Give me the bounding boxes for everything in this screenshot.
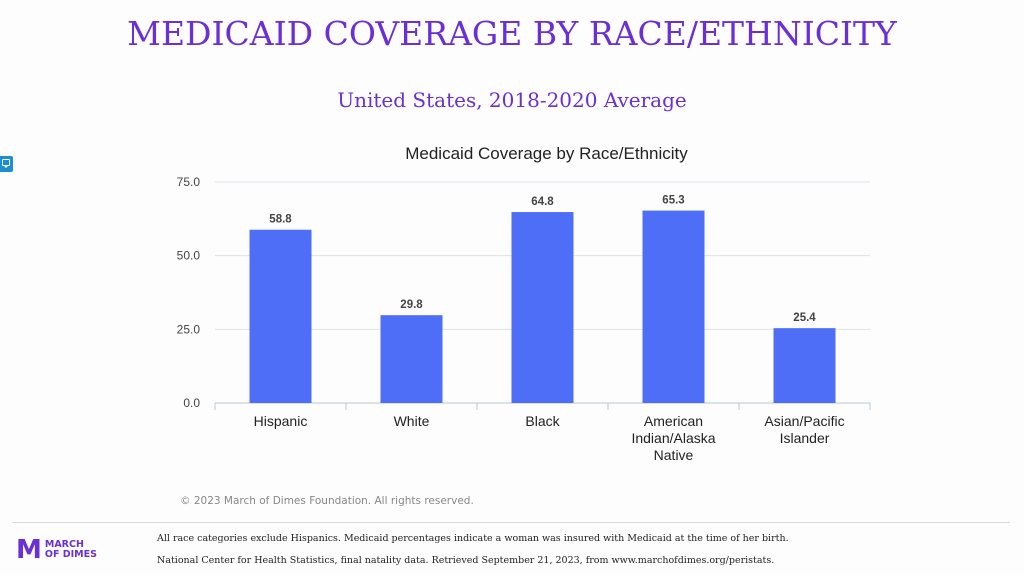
y-tick-label: 50.0 bbox=[177, 249, 201, 263]
logo-mark: M bbox=[16, 535, 42, 565]
footnote-race: All race categories exclude Hispanics. M… bbox=[157, 533, 789, 544]
logo-line-2: OF DIMES bbox=[44, 549, 97, 560]
x-tick-label: Asian/Pacific bbox=[764, 413, 844, 429]
bar bbox=[773, 328, 836, 403]
bar-chart: Medicaid Coverage by Race/Ethnicity 0.0 25… bbox=[177, 144, 871, 463]
x-tick-label: Indian/Alaska bbox=[631, 430, 715, 446]
logo-line-1: MARCH bbox=[44, 539, 84, 550]
chat-icon[interactable] bbox=[0, 156, 13, 172]
x-tick-label: Native bbox=[654, 447, 694, 463]
x-tick-label: Islander bbox=[780, 430, 830, 446]
bar bbox=[380, 315, 443, 403]
data-label: 25.4 bbox=[793, 312, 816, 324]
footer-divider bbox=[12, 522, 1010, 523]
data-label: 64.8 bbox=[531, 196, 554, 208]
data-label: 58.8 bbox=[269, 214, 292, 226]
bar bbox=[511, 212, 574, 403]
footnote-source: National Center for Health Statistics, f… bbox=[157, 555, 775, 566]
page-subtitle: United States, 2018-2020 Average bbox=[337, 88, 687, 112]
page-title: MEDICAID COVERAGE BY RACE/ETHNICITY bbox=[127, 14, 897, 53]
bar bbox=[249, 229, 312, 403]
y-tick-label: 25.0 bbox=[177, 322, 201, 336]
chart-title: Medicaid Coverage by Race/Ethnicity bbox=[405, 144, 688, 163]
x-tick-label: White bbox=[394, 413, 430, 429]
x-tick-label: American bbox=[644, 413, 703, 429]
march-of-dimes-logo[interactable]: M MARCH OF DIMES bbox=[16, 537, 97, 563]
copyright-text: © 2023 March of Dimes Foundation. All ri… bbox=[180, 495, 474, 507]
logo-text: MARCH OF DIMES bbox=[45, 540, 97, 560]
data-label: 65.3 bbox=[662, 195, 684, 207]
x-tick-label: Black bbox=[525, 413, 560, 429]
y-tick-label: 75.0 bbox=[177, 175, 201, 189]
data-label: 29.8 bbox=[400, 299, 423, 311]
x-tick-label: Hispanic bbox=[254, 413, 308, 429]
y-tick-label: 0.0 bbox=[183, 396, 200, 410]
bar bbox=[642, 210, 705, 403]
